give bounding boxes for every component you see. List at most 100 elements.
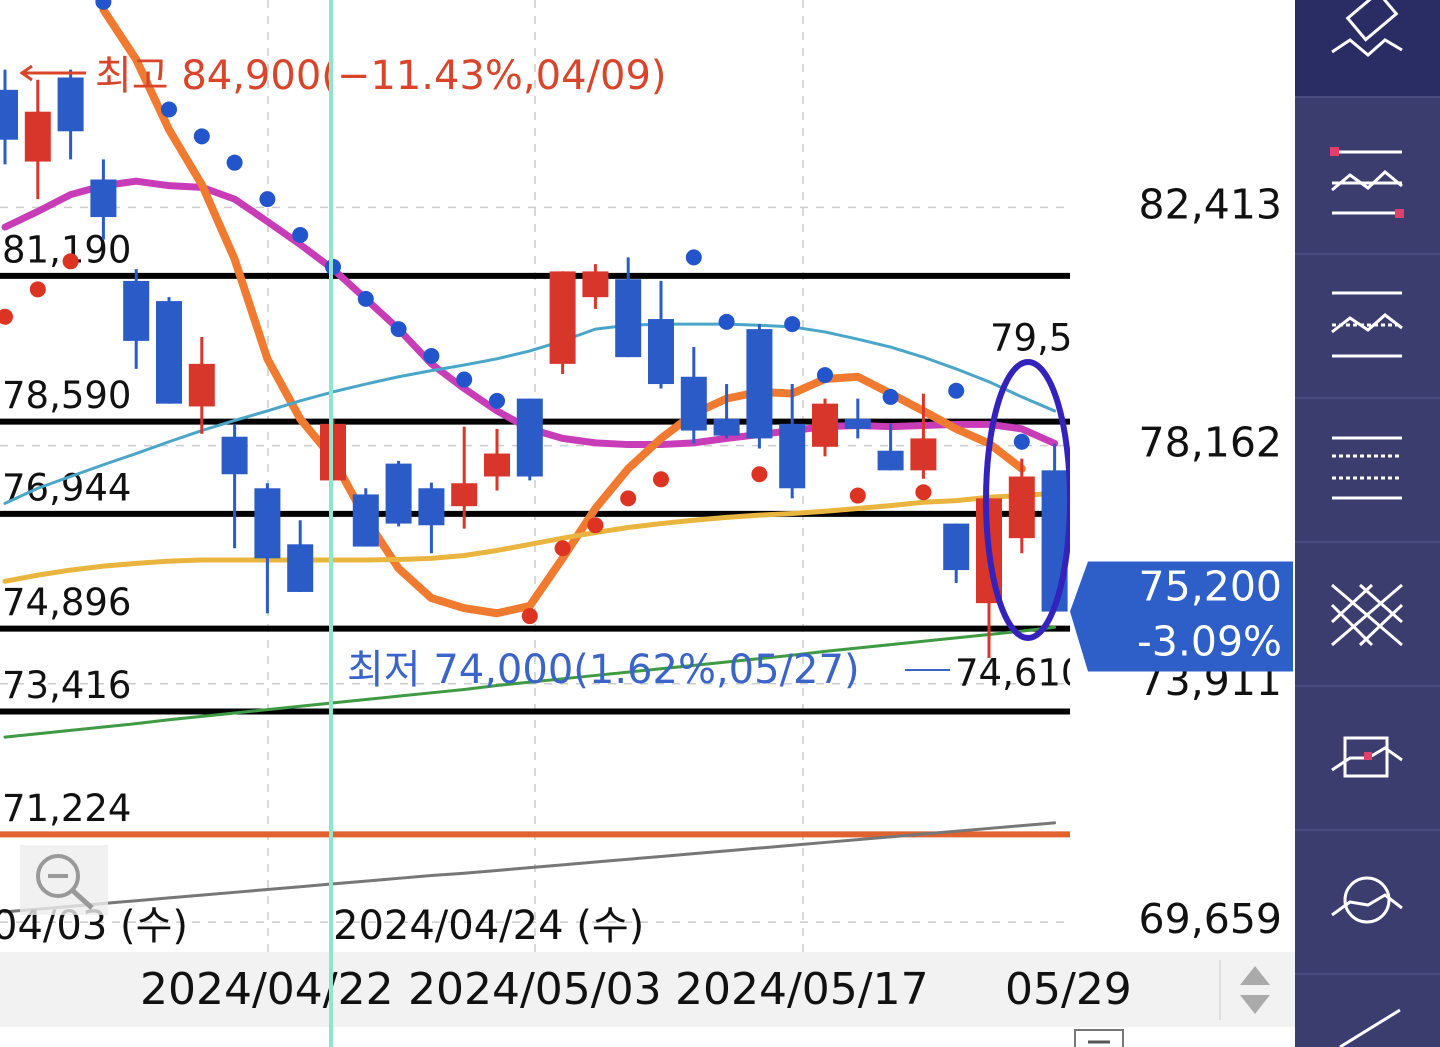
tool-dot [1395,209,1404,218]
sar-dot [226,154,243,171]
sar-dot [161,101,177,118]
range-bar[interactable] [0,952,1295,1027]
sar-dot [915,484,932,501]
toolbar [1295,0,1440,1047]
candle-body [680,376,707,431]
candle-body [24,111,51,162]
sar-dot [718,313,735,330]
sar-dot [882,388,899,405]
range-label: 2024/05/03 [408,964,662,1015]
level-label: 73,416 [2,664,131,707]
tool-icon[interactable] [1330,583,1404,647]
candle-body [1041,470,1068,612]
candle-body [156,301,182,404]
zoom-handle [70,888,94,910]
price-tag [1070,561,1293,672]
sar-dot [751,466,768,483]
candle-body [746,329,773,439]
ma-line [3,821,1057,914]
sar-dot [817,367,833,384]
price-tag-label: 75,200 [1139,563,1282,611]
toolbar-bg [1295,0,1440,1047]
candle-body [352,494,379,547]
tool-icon [1331,170,1403,192]
edge-label: 74,610 [955,652,1084,695]
tool-icon[interactable] [1339,1008,1401,1047]
ma-line [2,490,1058,584]
level-label: 74,896 [2,581,131,624]
level-label: 71,224 [2,787,131,830]
sar-dot [193,128,210,145]
candle-body [582,271,609,298]
sar-dot [521,608,538,625]
tool-icon [1331,313,1403,334]
candle-body [90,179,117,218]
candle-body [516,398,543,477]
y-tick-label: 78,162 [1139,419,1282,467]
tool-line [1331,38,1403,57]
high-annotation: 최고 84,900(−11.43%,04/09) [95,53,667,99]
candle-body [943,523,970,571]
range-label: 05/29 [1005,964,1132,1015]
candle-body [418,488,445,526]
highlight-ellipse [983,359,1070,641]
sar-dot [653,471,669,488]
candle-body [484,453,510,477]
ma-line [99,5,1026,618]
candle-body [57,77,84,132]
candle-body [779,423,806,489]
scroll-down[interactable] [1240,995,1270,1014]
candle-body [844,418,871,429]
tool-active[interactable] [1295,0,1440,96]
candle-body [221,436,248,475]
sar-dot [357,290,374,307]
sar-dot [554,540,571,557]
sar-dot [29,281,46,298]
tool-dot [1364,752,1372,760]
candle-body [0,89,18,140]
scroll-up[interactable] [1240,966,1270,985]
sar-dot [620,490,637,507]
arrow-head [19,64,33,82]
tool-icon[interactable] [1343,876,1391,924]
candle-body [188,363,215,407]
y-tick-label: 69,659 [1139,895,1282,943]
ma-line [3,322,1057,505]
tool-icon[interactable] [1343,736,1389,778]
tool-dot [1330,147,1339,156]
tool-eraser[interactable] [1345,0,1399,42]
range-label: 2024/04/22 [140,964,394,1015]
candle-body [1008,476,1035,539]
sar-dot [390,321,407,338]
ma-line [3,625,1057,739]
candle-body [287,544,314,592]
low-annotation: 최저 74,000(1.62%,05/27) [347,647,860,693]
sar-dot [62,253,79,270]
candle-body [385,463,412,524]
candle-body [812,403,838,447]
sar-dot [784,316,801,333]
y-tick-label: 82,413 [1139,180,1282,228]
candle-body [451,483,478,507]
candle-body [254,488,281,559]
sar-dot [0,308,13,325]
edge-label: 79,5 [990,317,1072,360]
sar-dot [948,382,965,399]
candle-body [615,279,642,358]
zoom-out-icon[interactable] [36,854,80,898]
overlay: 최고 84,900(−11.43%,04/09) 최저 74,000(1.62%… [0,53,1084,949]
tab-handle[interactable] [1074,1029,1124,1047]
sar-dot [685,249,702,266]
sar-dot [849,487,866,504]
sar-dot [292,226,309,243]
sar-dot [95,0,112,10]
candle-body [877,450,904,471]
x-label: 2024/04/24 (수) [333,903,644,949]
sar-dot [259,191,276,208]
sar-dot [423,348,440,365]
price-tag-change: -3.09% [1137,618,1282,666]
